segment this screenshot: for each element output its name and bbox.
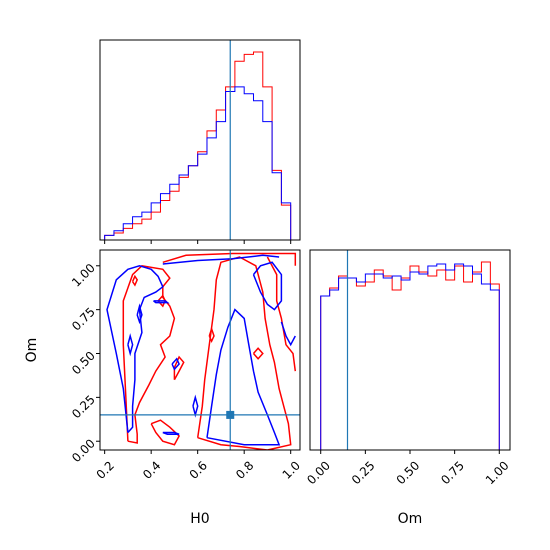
contour-line (266, 256, 297, 372)
h0-tick-label: 0.8 (233, 458, 256, 481)
contour-line (153, 300, 170, 304)
contour-line (252, 261, 283, 311)
om-histogram-series-1-group (320, 263, 500, 450)
h0-histogram-series-0 (104, 51, 292, 240)
panel-frame-joint (99, 249, 301, 451)
om-tick-label-y: 0.25 (69, 392, 98, 421)
contour-line (150, 419, 181, 446)
panel-frame-topHist (99, 39, 301, 241)
om-axis-label-x: Om (398, 511, 423, 527)
contour-line (127, 333, 134, 357)
om-tick-label-y: 1.00 (69, 261, 98, 290)
om-tick-label-x: 0.50 (394, 458, 423, 487)
contour-line (206, 308, 281, 446)
h0-histogram-series-0-group (104, 51, 292, 240)
om-tick-label-y: 0.00 (69, 436, 98, 465)
contour-line (106, 265, 164, 433)
h0-tick-label: 0.4 (140, 458, 163, 481)
contour-line (171, 357, 180, 371)
h0-histogram-series-1-group (104, 86, 292, 240)
om-tick-label-x: 0.25 (349, 458, 378, 487)
h0-tick-label: 1.0 (280, 458, 303, 481)
om-tick-label-x: 0.75 (438, 458, 467, 487)
h0-histogram-series-1 (104, 86, 292, 240)
contour-line (131, 274, 139, 287)
contour-line (162, 252, 297, 266)
contour-line (162, 431, 180, 435)
contour-line (162, 254, 280, 265)
contour-line (208, 326, 215, 344)
truth-marker (226, 410, 235, 419)
om-tick-label-x: 1.00 (483, 458, 512, 487)
om-axis-label-y: Om (24, 338, 40, 363)
h0-tick-label: 0.6 (187, 458, 210, 481)
h0-tick-label: 0.2 (94, 458, 117, 481)
om-tick-label-y: 0.50 (69, 349, 98, 378)
om-histogram-series-1 (320, 263, 500, 450)
contour-line (252, 347, 264, 360)
om-tick-label-y: 0.75 (69, 305, 98, 334)
om-tick-label-x: 0.00 (304, 458, 333, 487)
h0-axis-label: H0 (190, 511, 209, 527)
contour-line (192, 394, 199, 418)
contour-line (122, 264, 176, 444)
contour-group (106, 252, 297, 450)
contour-line (280, 321, 296, 347)
contour-line (136, 303, 143, 325)
